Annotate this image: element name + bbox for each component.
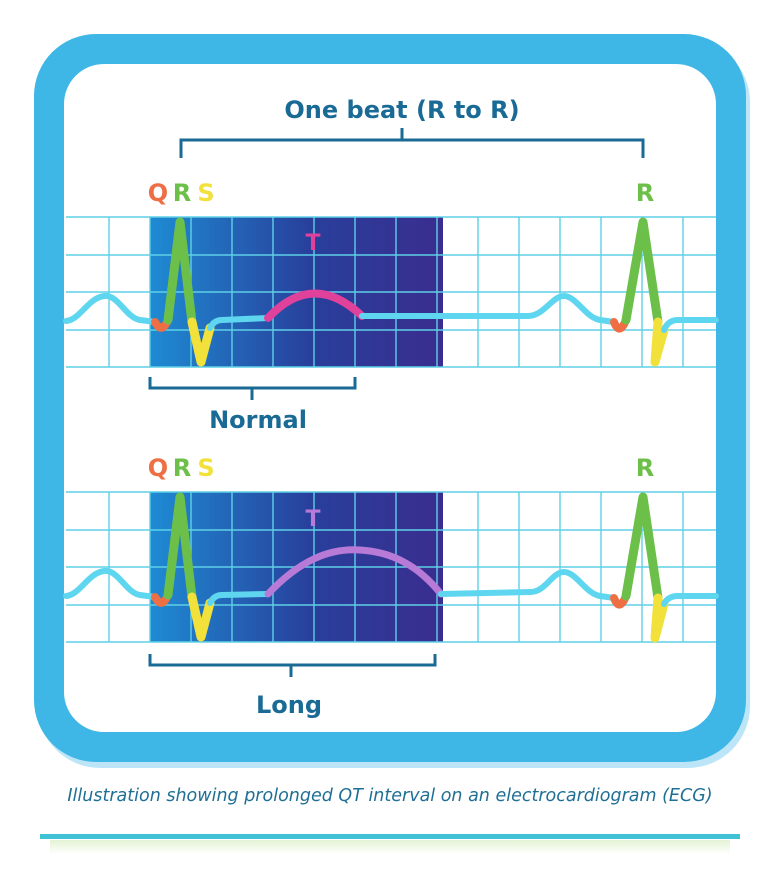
top-bracket bbox=[179, 128, 645, 158]
strip-long-trace bbox=[63, 492, 719, 643]
strip-normal: Q R S T R Normal bbox=[63, 179, 719, 434]
strip-long-s-label: S bbox=[197, 454, 214, 482]
strip-normal-t-label: T bbox=[305, 231, 320, 256]
top-bracket-label: One beat (R to R) bbox=[284, 96, 519, 124]
strip-long-q-label: Q bbox=[148, 454, 168, 482]
strip-long-bracket-label: Long bbox=[256, 691, 322, 719]
strip-long-r-label: R bbox=[173, 454, 191, 482]
strip-normal-bracket-label: Normal bbox=[209, 406, 307, 434]
strip-normal-trace bbox=[63, 217, 719, 367]
strip-normal-bracket bbox=[148, 377, 357, 400]
strip-normal-s-label: S bbox=[197, 179, 214, 207]
strip-normal-r-label: R bbox=[173, 179, 191, 207]
strip-normal-r2-label: R bbox=[636, 179, 654, 207]
strip-normal-q-label: Q bbox=[148, 179, 168, 207]
caption-rule-glow bbox=[50, 840, 730, 854]
strip-long: Q R S T R Long bbox=[63, 454, 719, 719]
strip-long-r2-label: R bbox=[636, 454, 654, 482]
caption-rule bbox=[40, 834, 740, 839]
strip-long-grid bbox=[66, 491, 716, 643]
strip-long-bracket bbox=[148, 654, 437, 677]
strip-long-t-label: T bbox=[305, 507, 320, 532]
figure-caption: Illustration showing prolonged QT interv… bbox=[67, 786, 713, 806]
